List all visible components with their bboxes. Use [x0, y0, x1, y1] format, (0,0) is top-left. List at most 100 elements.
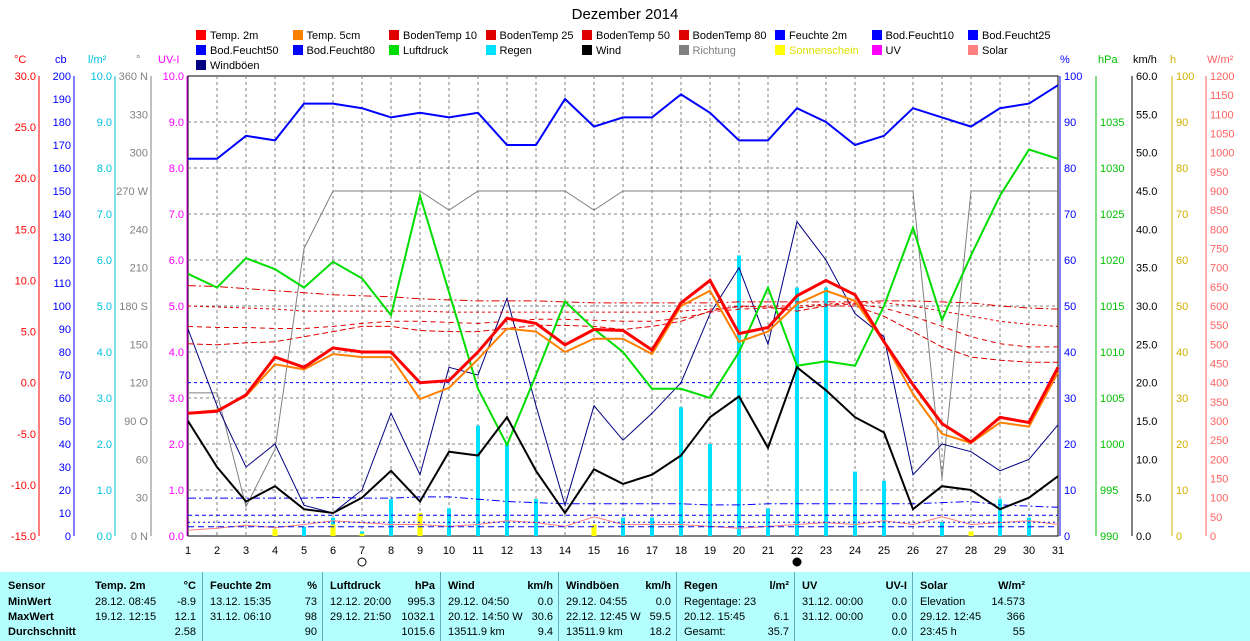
tick-label-press: 1020: [1100, 255, 1124, 267]
tick-label-sun: 20: [1176, 439, 1188, 451]
series-luftdruck: [187, 148, 1059, 448]
tick-label-solar: 300: [1210, 416, 1228, 428]
tick-label-cb: 10: [59, 508, 71, 520]
x-tick-label: 3: [243, 545, 249, 557]
legend-swatch: [775, 30, 785, 40]
tick-label-wind: 0.0: [1136, 531, 1151, 543]
tick-label-rain: 2.0: [97, 439, 112, 451]
tick-label-wind: 25.0: [1136, 339, 1157, 351]
legend-label: BodenTemp 80: [692, 30, 767, 42]
tick-label-dir: 150: [130, 339, 148, 351]
summary-col-hum: Feuchte 2m% 13.12. 15:35 73 31.12. 06:10 98 9…: [202, 572, 323, 641]
tick-label-solar: 100: [1210, 493, 1228, 505]
tick-label-sun: 0: [1176, 531, 1182, 543]
tick-label-temp: 0.0: [21, 378, 36, 390]
legend-item: Richtung: [678, 45, 736, 58]
legend-item: Windböen: [196, 60, 260, 73]
weather-chart: 30.025.020.015.010.05.00.0-5.0-10.0-15.0…: [11, 71, 1234, 567]
tick-label-solar: 250: [1210, 435, 1228, 447]
tick-label-dir: 300: [130, 148, 148, 160]
tick-label-sun: 100: [1176, 71, 1194, 83]
summary-table: Sensor MinWert MaxWert Durchschnitt Temp…: [0, 572, 1250, 641]
tick-label-sun: 80: [1176, 163, 1188, 175]
bar-regen: [389, 499, 393, 536]
summary-press-header-value: hPa: [414, 580, 435, 592]
tick-label-cb: 50: [59, 416, 71, 428]
summary-col-wind: Wind km/h 29.12. 04:50 0.0 20.12. 14:50 W 30.…: [440, 572, 559, 641]
summary-hum-header-value: %: [307, 580, 317, 592]
summary-rain-max-value: 6.1: [773, 611, 789, 623]
bar-sonnenschein: [330, 524, 336, 536]
bar-regen: [882, 480, 886, 536]
legend-label: Feuchte 2m: [789, 30, 848, 42]
summary-col-uv: UV UV-I 31.12. 00:00 0.0 31.12. 00:00 0.0 0.0: [794, 572, 913, 641]
x-tick-label: 16: [617, 545, 629, 557]
tick-label-rain: 8.0: [97, 163, 112, 175]
tick-label-temp: 20.0: [15, 173, 36, 185]
unit-rain: l/m²: [88, 54, 107, 66]
legend-item: Temp. 2m: [196, 30, 258, 43]
summary-col-rain: Regen l/m² Regentage: 23 20.12. 15:45 6.1 Ges…: [676, 572, 795, 641]
tick-label-temp: -15.0: [11, 531, 36, 543]
tick-label-rain: 5.0: [97, 301, 112, 313]
x-tick-label: 28: [965, 545, 977, 557]
tick-label-solar: 850: [1210, 205, 1228, 217]
tick-label-hum: 80: [1064, 163, 1076, 175]
tick-label-uv: 6.0: [169, 255, 184, 267]
legend-swatch: [196, 45, 206, 55]
tick-label-rain: 3.0: [97, 393, 112, 405]
summary-uv-header-label: UV: [802, 580, 818, 592]
axis-units: °C cb l/m² ° UV-I % hPa km/h h W/m²: [0, 54, 1250, 68]
series-temp-2m: [187, 278, 1060, 444]
bar-sonnenschein: [591, 524, 597, 536]
summary-solar-min-label: Elevation: [920, 596, 966, 608]
tick-label-uv: 8.0: [169, 163, 184, 175]
summary-label-max: MaxWert: [8, 611, 54, 623]
legend-swatch: [389, 30, 399, 40]
summary-uv-header-value: UV-I: [885, 580, 907, 592]
tick-label-solar: 750: [1210, 244, 1228, 256]
legend: Temp. 2m Temp. 5cm BodenTemp 10 BodenTemp 2…: [196, 30, 1056, 74]
tick-label-cb: 100: [53, 301, 71, 313]
tick-label-cb: 90: [59, 324, 71, 336]
x-tick-label: 26: [907, 545, 919, 557]
summary-col-solar: Solar W/m² Elevation 14.573 29.12. 12:45 366 2…: [912, 572, 1031, 641]
x-tick-label: 27: [936, 545, 948, 557]
tick-label-uv: 1.0: [169, 485, 184, 497]
tick-label-solar: 900: [1210, 186, 1228, 198]
tick-label-temp: -5.0: [17, 429, 36, 441]
tick-label-dir: 360 N: [119, 71, 148, 83]
bar-regen: [708, 444, 712, 536]
unit-dir: °: [136, 54, 141, 66]
legend-label: Bod.Feucht25: [982, 30, 1051, 42]
legend-swatch: [485, 45, 496, 55]
bar-sonnenschein: [359, 533, 365, 536]
summary-gust-max-value: 59.5: [649, 611, 671, 623]
legend-label: Temp. 2m: [210, 30, 259, 42]
tick-label-solar: 500: [1210, 339, 1228, 351]
x-tick-label: 19: [704, 545, 716, 557]
tick-label-solar: 1000: [1210, 148, 1234, 160]
tick-label-rain: 10.0: [91, 71, 112, 83]
summary-press-min-value: 995.3: [407, 596, 435, 608]
summary-wind-max-label: 20.12. 14:50 W: [448, 611, 523, 623]
x-tick-label: 21: [762, 545, 774, 557]
legend-item: Bod.Feucht80: [292, 45, 375, 58]
x-tick-label: 4: [272, 545, 278, 557]
legend-label: Regen: [499, 45, 532, 57]
x-tick-label: 17: [646, 545, 658, 557]
tick-label-solar: 200: [1210, 454, 1228, 466]
legend-label: BodenTemp 25: [499, 30, 574, 42]
tick-label-press: 995: [1100, 485, 1118, 497]
unit-hum: %: [1060, 54, 1070, 66]
series-feuchte-2m: [188, 84, 1059, 160]
summary-gust-avg-label: 13511.9 km: [566, 626, 623, 638]
tick-label-cb: 160: [53, 163, 71, 175]
bar-regen: [795, 287, 799, 536]
tick-label-rain: 0.0: [97, 531, 112, 543]
tick-label-solar: 700: [1210, 263, 1228, 275]
legend-swatch: [968, 30, 978, 40]
tick-label-solar: 550: [1210, 320, 1228, 332]
bar-regen: [998, 499, 1002, 536]
tick-label-dir: 240: [130, 224, 148, 236]
